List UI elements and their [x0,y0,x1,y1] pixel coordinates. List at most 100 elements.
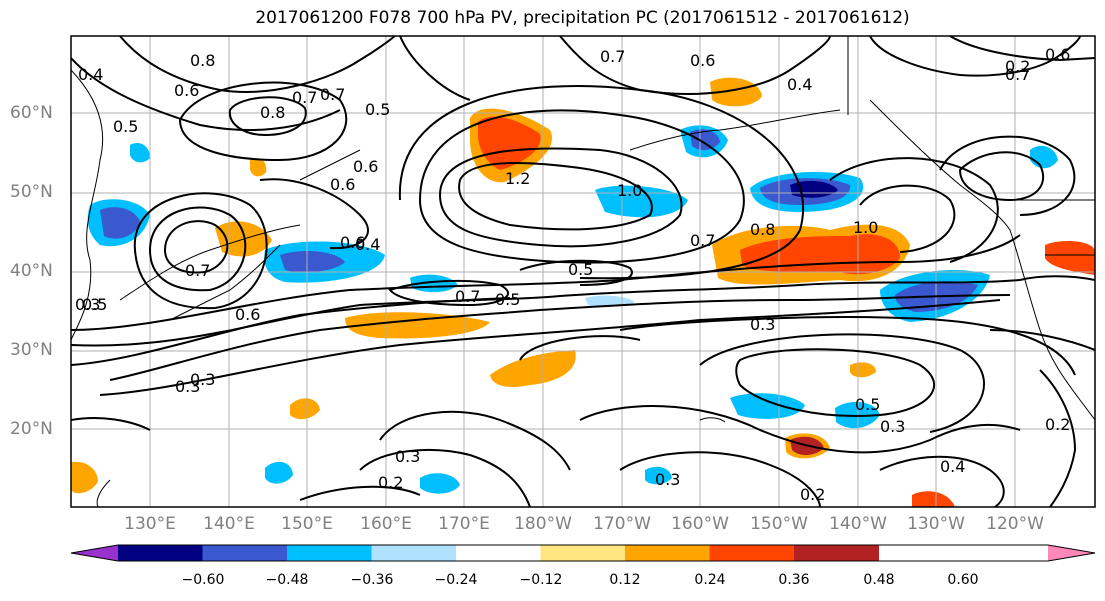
precip-shading [71,77,1095,507]
pv-contour [299,485,421,501]
contour-label: 0.7 [690,231,715,250]
contour-label: 0.7 [185,261,210,280]
pv-contour [379,410,571,471]
colorbar-segment [118,545,203,561]
contour-label: 0.6 [340,233,365,252]
pv-contour [148,206,247,292]
lat-label: 60°N [10,103,53,123]
contour-label: 0.3 [75,295,100,314]
pv-contour [519,335,641,361]
contour-label: 1.0 [617,181,642,200]
colorbar-segment [456,545,541,561]
precip-area [710,77,762,107]
contour-label: 0.2 [1045,415,1070,434]
lat-label: 40°N [10,261,53,281]
pv-contour [71,57,341,131]
pv-contour [735,348,935,417]
pv-contour [418,109,745,264]
contour-label: 0.6 [235,305,260,324]
colorbar-segment [709,545,795,561]
contour-label: 0.7 [292,88,317,107]
colorbar-tick-label: −0.12 [519,572,563,588]
map-title: 2017061200 F078 700 hPa PV, precipitatio… [255,8,910,28]
precip-area [71,461,98,494]
precip-area [740,234,900,275]
lon-label: 160°W [671,514,729,534]
contour-label: 0.6 [353,157,378,176]
pv-contour [879,455,1005,507]
colorbar-tick-label: 0.12 [609,572,641,588]
precip-area [645,466,672,485]
pv-contour [99,299,1001,396]
pv-contour [869,36,1081,77]
precip-area [345,312,490,339]
contour-label: 0.7 [600,47,625,66]
pv-contour [71,297,511,366]
colorbar-extension [71,545,118,561]
contour-label: 0.5 [568,260,593,279]
contour-label: 0.4 [78,65,103,84]
map-frame [70,35,1096,508]
contour-label: 0.2 [378,473,403,492]
contour-label: 0.6 [330,175,355,194]
contour-label: 0.8 [750,220,775,239]
pv-contour [699,333,985,433]
pv-contour [133,192,268,310]
colorbar-tick-label: 0.36 [778,572,810,588]
contour-label: 0.3 [750,315,775,334]
colorbar-tick-label: −0.24 [434,572,478,588]
colorbar-tick-label: −0.60 [181,572,225,588]
colorbar-segment [625,545,710,561]
contour-label: 1.0 [853,218,878,237]
pv-contour [178,81,348,162]
lat-label: 20°N [10,419,53,439]
contour-label: 0.5 [495,290,520,309]
precip-area [478,116,541,170]
lon-label: 120°W [986,514,1044,534]
pv-contour [119,36,396,93]
colorbar-extension [1048,545,1095,561]
contour-label: 0.2 [1005,57,1030,76]
contour-label: 0.5 [365,100,390,119]
precip-area [420,473,460,494]
lon-label: 170°W [593,514,651,534]
lat-label: 50°N [10,182,53,202]
pv-contour [958,151,1045,202]
pv-contour [163,220,229,274]
pv-contours [71,36,1095,507]
contour-label: 0.8 [260,103,285,122]
contour-label: 0.6 [690,51,715,70]
contour-label: 0.6 [1045,45,1070,64]
pv-contour [71,417,151,431]
contour-label: 0.5 [855,395,880,414]
pv-contour [259,178,370,250]
contour-label: 0.6 [174,81,199,100]
colorbar [70,544,1096,562]
contour-label: 0.4 [355,235,380,254]
pv-contour [1039,369,1077,507]
contour-label: 1.2 [505,169,530,188]
lon-label: 130°E [124,514,176,534]
precip-area [100,207,140,239]
lon-label: 150°E [281,514,333,534]
pv-contour [579,405,1021,454]
precip-area [595,185,688,218]
pv-contour [989,329,1095,351]
pv-contour [438,147,683,248]
contour-label: 0.7 [1005,65,1030,84]
pv-contour [458,162,653,231]
contour-label: 0.3 [880,417,905,436]
precip-area [912,491,955,507]
pv-contour [388,279,509,307]
lon-label: 140°W [829,514,887,534]
contour-label: 0.3 [190,370,215,389]
contour-label: 0.4 [787,75,812,94]
colorbar-segment [794,545,879,561]
colorbar-segment [371,545,457,561]
contour-label: 0.3 [655,470,680,489]
contour-label: 0.3 [395,447,420,466]
precip-area [280,250,345,273]
contour-label: 0.5 [113,117,138,136]
